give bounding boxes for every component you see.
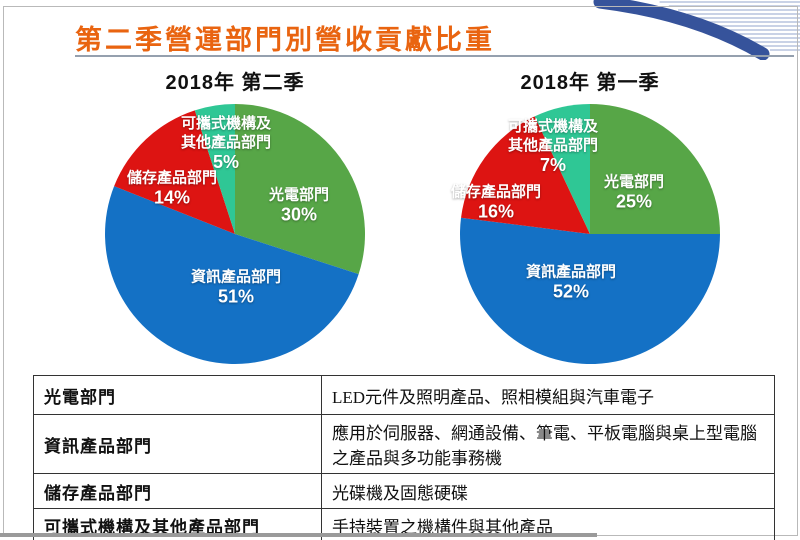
pie-q1-label-portable: 可攜式機構及 其他產品部門 7% <box>507 118 599 175</box>
pie-q1-wrap: 光電部門 25% 資訊產品部門 52% 儲存產品部門 16% 可攜式機構及 其他… <box>451 104 720 364</box>
segment-desc-cell: 應用於伺服器、網通設備、筆電、平板電腦與桌上型電腦之產品與多功能事務機 <box>321 414 775 474</box>
corner-decoration <box>593 0 800 60</box>
pie-slice <box>461 116 590 234</box>
segment-name-cell: 資訊產品部門 <box>33 414 322 474</box>
bottom-edge-bar <box>0 533 597 537</box>
chart-q1-title: 2018年 第一季 <box>520 72 660 94</box>
table-row: 光電部門 LED元件及照明產品、照相模組與汽車電子 <box>33 375 775 415</box>
pie-q2-wrap: 光電部門 30% 資訊產品部門 51% 儲存產品部門 14% 可攜式機構及 其他… <box>105 104 365 364</box>
segment-table: 光電部門 LED元件及照明產品、照相模組與汽車電子 資訊產品部門 應用於伺服器、… <box>33 375 775 540</box>
pie-q2-label-storage: 儲存產品部門 14% <box>126 169 218 208</box>
pie-slice <box>235 104 365 275</box>
chart-q2-block: 2018年 第二季 光電部門 30% 資訊產品部門 51% 儲存產品部門 14%… <box>75 68 395 364</box>
pie-slice <box>194 104 235 234</box>
pie-slice <box>105 186 359 364</box>
table-row: 儲存產品部門 光碟機及固態硬碟 <box>33 473 775 509</box>
segment-name-cell: 儲存產品部門 <box>33 473 322 509</box>
pie-q1-label-information: 資訊產品部門 52% <box>525 263 617 302</box>
pie-q1-label-storage: 儲存產品部門 16% <box>450 183 542 222</box>
table-row: 資訊產品部門 應用於伺服器、網通設備、筆電、平板電腦與桌上型電腦之產品與多功能事… <box>33 414 775 474</box>
chart-q2-title: 2018年 第二季 <box>165 72 305 94</box>
segment-desc-cell: 光碟機及固態硬碟 <box>321 473 775 509</box>
chart-q1-block: 2018年 第一季 光電部門 25% 資訊產品部門 52% 儲存產品部門 16%… <box>430 68 750 364</box>
pie-slice <box>534 104 590 234</box>
pie-q2-label-portable: 可攜式機構及 其他產品部門 5% <box>180 115 272 172</box>
page-title: 第二季營運部門別營收貢獻比重 <box>75 25 495 56</box>
pie-slice <box>114 110 235 234</box>
decoration-swoosh <box>593 0 770 60</box>
segment-desc-cell: LED元件及照明產品、照相模組與汽車電子 <box>321 375 775 415</box>
pie-q2-label-information: 資訊產品部門 51% <box>190 268 282 307</box>
pie-q1-label-optoelectronics: 光電部門 25% <box>603 173 665 212</box>
title-underline <box>75 55 794 57</box>
pie-slice <box>590 104 720 234</box>
pie-chart-q2 <box>105 104 365 364</box>
segment-name-cell: 光電部門 <box>33 375 322 415</box>
pie-chart-q1 <box>460 104 720 364</box>
pie-q2-label-optoelectronics: 光電部門 30% <box>268 186 330 225</box>
pie-slice <box>460 217 720 364</box>
